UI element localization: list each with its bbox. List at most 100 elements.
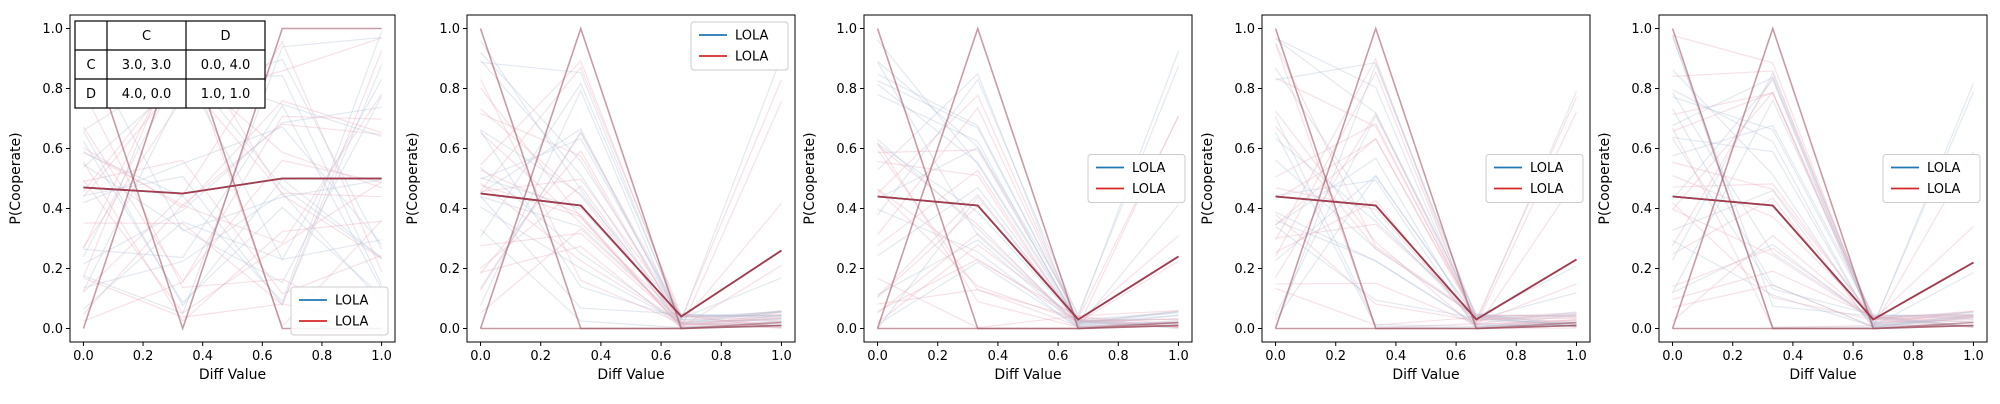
y-tick-label: 0.0 [836,322,857,337]
run-trace [1275,62,1577,318]
y-axis-label: P(Cooperate) [405,132,421,224]
run-trace [1672,71,1974,324]
run-trace [83,96,383,284]
run-trace [1671,36,1974,328]
x-tick-label: 0.2 [1722,349,1743,364]
legend: LOLA LOLA [290,286,389,336]
chart-panel-4: 0.0 0.2 0.4 0.6 0.8 1.0 0.0 0.2 0.4 0.6 0.8 1.0 Diff… [1200,14,1591,383]
y-tick-label: 0.8 [42,82,63,97]
chart-panel-1: 0.0 0.2 0.4 0.6 0.8 1.0 0.0 0.2 0.4 0.6 0.8 1.0 Diff… [8,14,396,383]
run-trace [877,39,1179,325]
x-tick-label: 0.0 [1265,349,1286,364]
run-trace [480,112,782,326]
x-tick-label: 0.6 [651,349,672,364]
run-trace [1275,211,1577,325]
series-line-red [83,177,382,195]
run-trace [480,321,782,330]
run-trace [1275,187,1577,324]
legend-label: LOLA [1927,161,1961,176]
x-tick-label: 0.2 [927,349,948,364]
run-trace [82,62,382,259]
run-trace [83,64,383,307]
x-tick-label: 0.4 [988,349,1009,364]
x-tick-label: 0.0 [867,349,888,364]
run-trace [1275,38,1577,325]
y-tick-label: 0.2 [439,262,460,277]
run-trace [1275,175,1577,321]
run-trace [1672,226,1974,322]
run-trace [1274,62,1577,328]
run-trace [83,192,383,302]
y-tick-label: 1.0 [1631,22,1652,37]
y-tick-label: 0.2 [42,262,63,277]
y-tick-label: 0.0 [439,322,460,337]
run-trace [480,178,782,328]
run-trace [877,73,1179,321]
run-trace [480,66,782,322]
x-tick-label: 0.2 [1325,349,1346,364]
series-line-red [877,195,1179,321]
run-trace [1672,98,1974,317]
y-tick-label: 0.8 [1234,82,1255,97]
run-trace [877,289,1179,327]
x-axis-label: Diff Value [994,367,1061,383]
chart-panel-2: 0.0 0.2 0.4 0.6 0.8 1.0 0.0 0.2 0.4 0.6 0.8 1.0 Diff… [405,14,796,383]
legend-label: LOLA [335,294,369,309]
run-trace [1275,138,1577,328]
run-trace [1672,83,1975,328]
run-trace [877,204,1179,328]
legend-box [1485,154,1584,203]
run-trace [1672,34,1974,326]
y-tick-label: 0.4 [42,202,63,217]
run-trace [82,179,382,314]
run-trace [82,65,382,192]
run-trace [1274,25,1577,330]
y-axis-label: P(Cooperate) [1597,132,1613,224]
run-trace [877,261,1179,328]
legend: LOLA LOLA [1882,154,1981,203]
run-trace [480,87,782,328]
x-axis-label: Diff Value [1789,367,1856,383]
x-tick-label: 0.8 [1506,349,1527,364]
y-tick-label: 1.0 [42,22,63,37]
run-trace [1275,116,1577,328]
table-cell: 1.0, 1.0 [201,87,251,102]
axes-frame [1658,14,1988,343]
run-trace [877,138,1179,325]
run-trace [82,140,382,304]
run-trace [1275,214,1577,325]
run-trace [82,130,382,307]
run-trace [480,232,782,327]
axes-frame [863,14,1193,343]
run-trace [1274,43,1577,329]
run-trace [877,83,1179,329]
run-trace [1275,174,1577,321]
run-trace [480,149,782,326]
y-tick-label: 0.8 [836,82,857,97]
run-trace [480,60,783,321]
y-tick-label: 0.6 [836,142,857,157]
x-tick-label: 0.8 [312,349,333,364]
x-tick-label: 0.6 [1446,349,1467,364]
run-trace [1672,183,1974,328]
payoff-table: C DC 3.0, 3.0 0.0, 4.0D 4.0, 0.0 1.0, 1.0 [74,20,266,109]
y-tick-label: 1.0 [1234,22,1255,37]
run-trace [1275,112,1577,321]
run-trace [480,128,782,325]
legend-box [690,21,789,71]
x-tick-label: 1.0 [371,349,392,364]
run-trace [1275,223,1577,317]
legend-label: LOLA [1530,182,1564,197]
chart-panel-3: 0.0 0.2 0.4 0.6 0.8 1.0 0.0 0.2 0.4 0.6 0.8 1.0 Diff… [802,14,1193,383]
run-trace [1275,226,1577,326]
run-trace [1672,321,1974,330]
y-tick-label: 0.6 [1631,142,1652,157]
run-trace [877,193,1179,323]
run-trace [1672,92,1974,320]
x-tick-label: 0.2 [133,349,154,364]
plot-area [479,25,783,330]
run-trace [480,40,782,329]
run-trace [1275,287,1577,326]
